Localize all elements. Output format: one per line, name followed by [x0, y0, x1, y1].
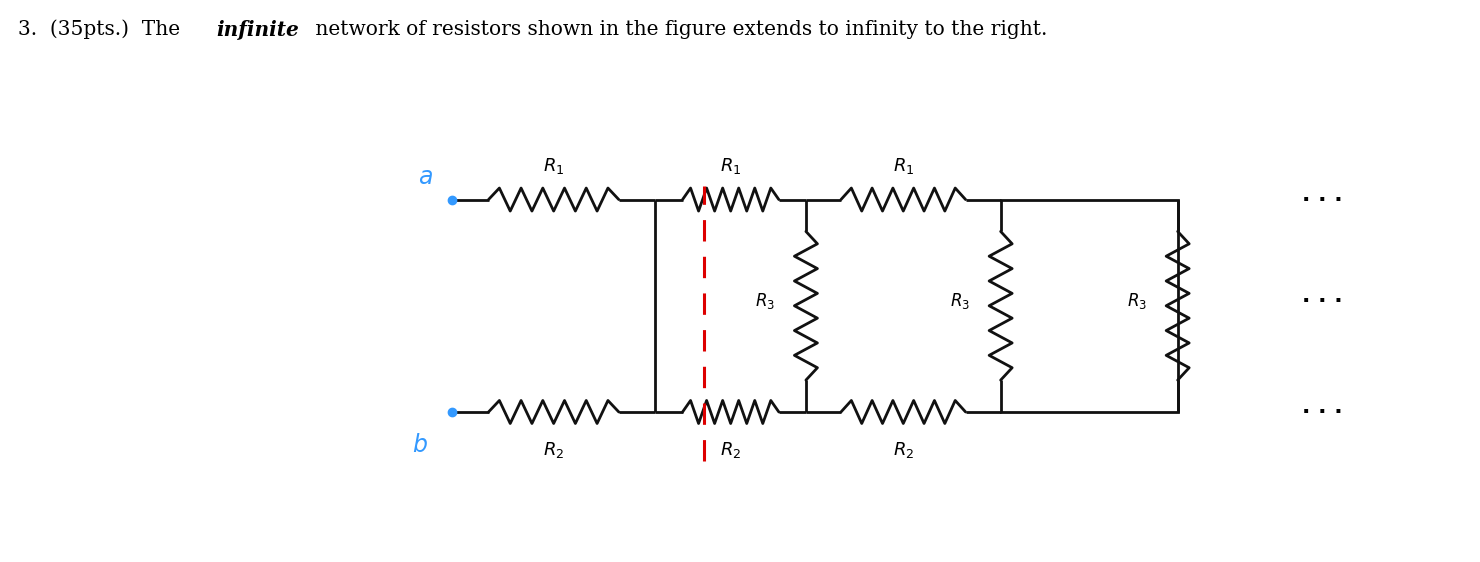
Text: 3.  (35pts.)  The: 3. (35pts.) The	[18, 20, 186, 39]
Text: · · ·: · · ·	[1301, 291, 1342, 311]
Text: $R_3$: $R_3$	[1126, 291, 1147, 311]
Text: network of resistors shown in the figure extends to infinity to the right.: network of resistors shown in the figure…	[309, 20, 1048, 39]
Text: $R_2$: $R_2$	[892, 440, 915, 460]
Text: · · ·: · · ·	[1301, 189, 1342, 210]
Text: infinite: infinite	[216, 20, 299, 40]
Text: · · ·: · · ·	[1301, 402, 1342, 422]
Text: $R_2$: $R_2$	[721, 440, 741, 460]
Text: $R_1$: $R_1$	[719, 156, 741, 176]
Text: b: b	[411, 433, 428, 457]
Text: $R_1$: $R_1$	[892, 156, 915, 176]
Text: $R_3$: $R_3$	[755, 291, 776, 311]
Text: $R_2$: $R_2$	[543, 440, 564, 460]
Text: $R_1$: $R_1$	[543, 156, 564, 176]
Text: a: a	[419, 165, 432, 189]
Text: $R_3$: $R_3$	[950, 291, 969, 311]
